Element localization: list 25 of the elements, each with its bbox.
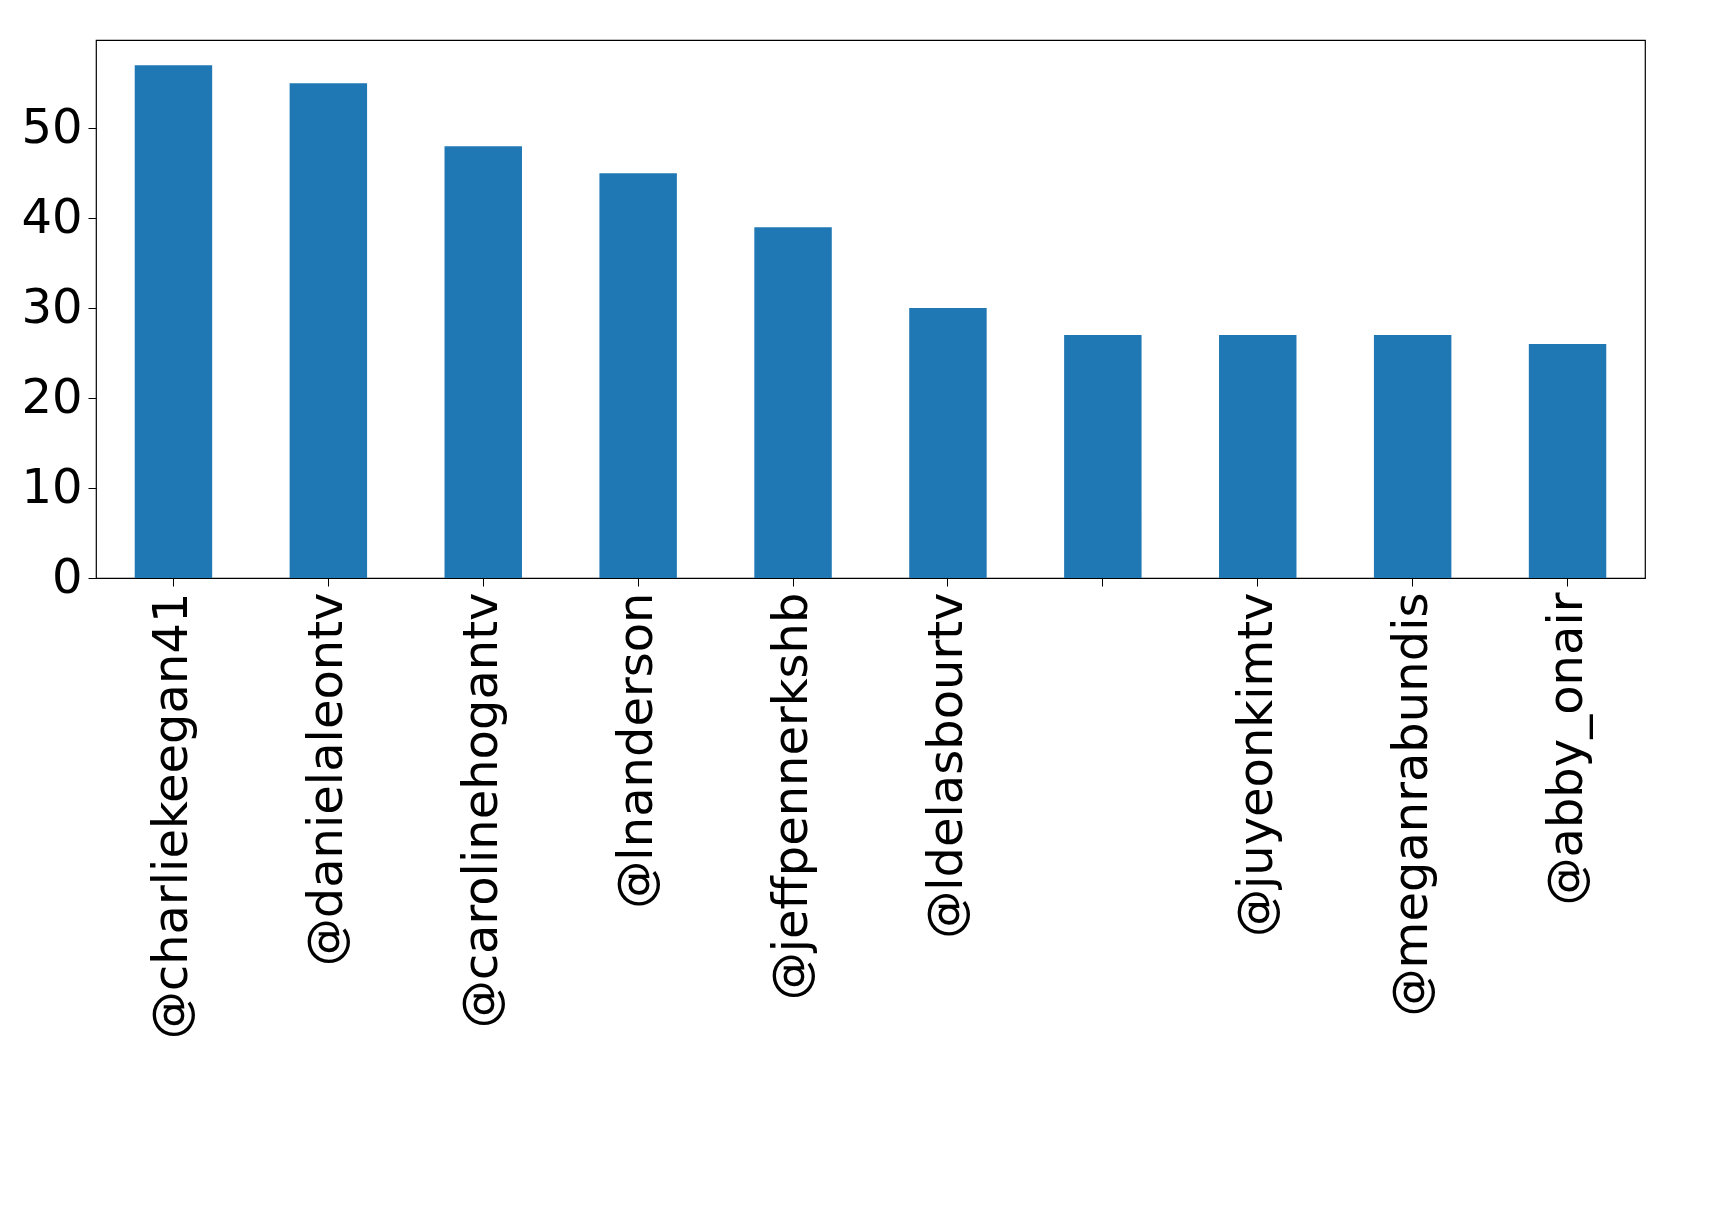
x-tick-label: @charliekeegan41: [142, 592, 199, 1040]
x-tick-label: @meganrabundis: [1381, 592, 1438, 1017]
bar: [134, 65, 213, 578]
y-tick-label: 0: [51, 547, 83, 604]
x-tick-label: @abby_onair: [1536, 592, 1593, 906]
bar: [754, 227, 832, 578]
y-tick-label: 50: [21, 97, 83, 154]
x-tick-label: @danielaleontv: [297, 592, 354, 967]
bar: [599, 173, 677, 578]
y-tick-label: 10: [21, 457, 83, 514]
x-tick-label: @lnanderson: [607, 592, 664, 909]
y-tick-label: 20: [21, 367, 83, 424]
bar: [1064, 335, 1142, 578]
bar: [289, 83, 368, 578]
y-tick-label: 30: [21, 277, 83, 334]
x-tick-label: @juyeonkimtv: [1226, 592, 1283, 938]
x-tick-label: @carolinehogantv: [452, 592, 509, 1029]
x-tick-label: @ldelasbourtv: [916, 592, 973, 939]
bar: [1219, 335, 1297, 578]
bar: [1373, 335, 1452, 578]
bar: [909, 308, 987, 578]
bar: [444, 146, 522, 578]
bar: [1528, 344, 1607, 578]
y-tick-label: 40: [21, 187, 83, 244]
x-tick-label: @jeffpennerkshb: [762, 592, 819, 1001]
